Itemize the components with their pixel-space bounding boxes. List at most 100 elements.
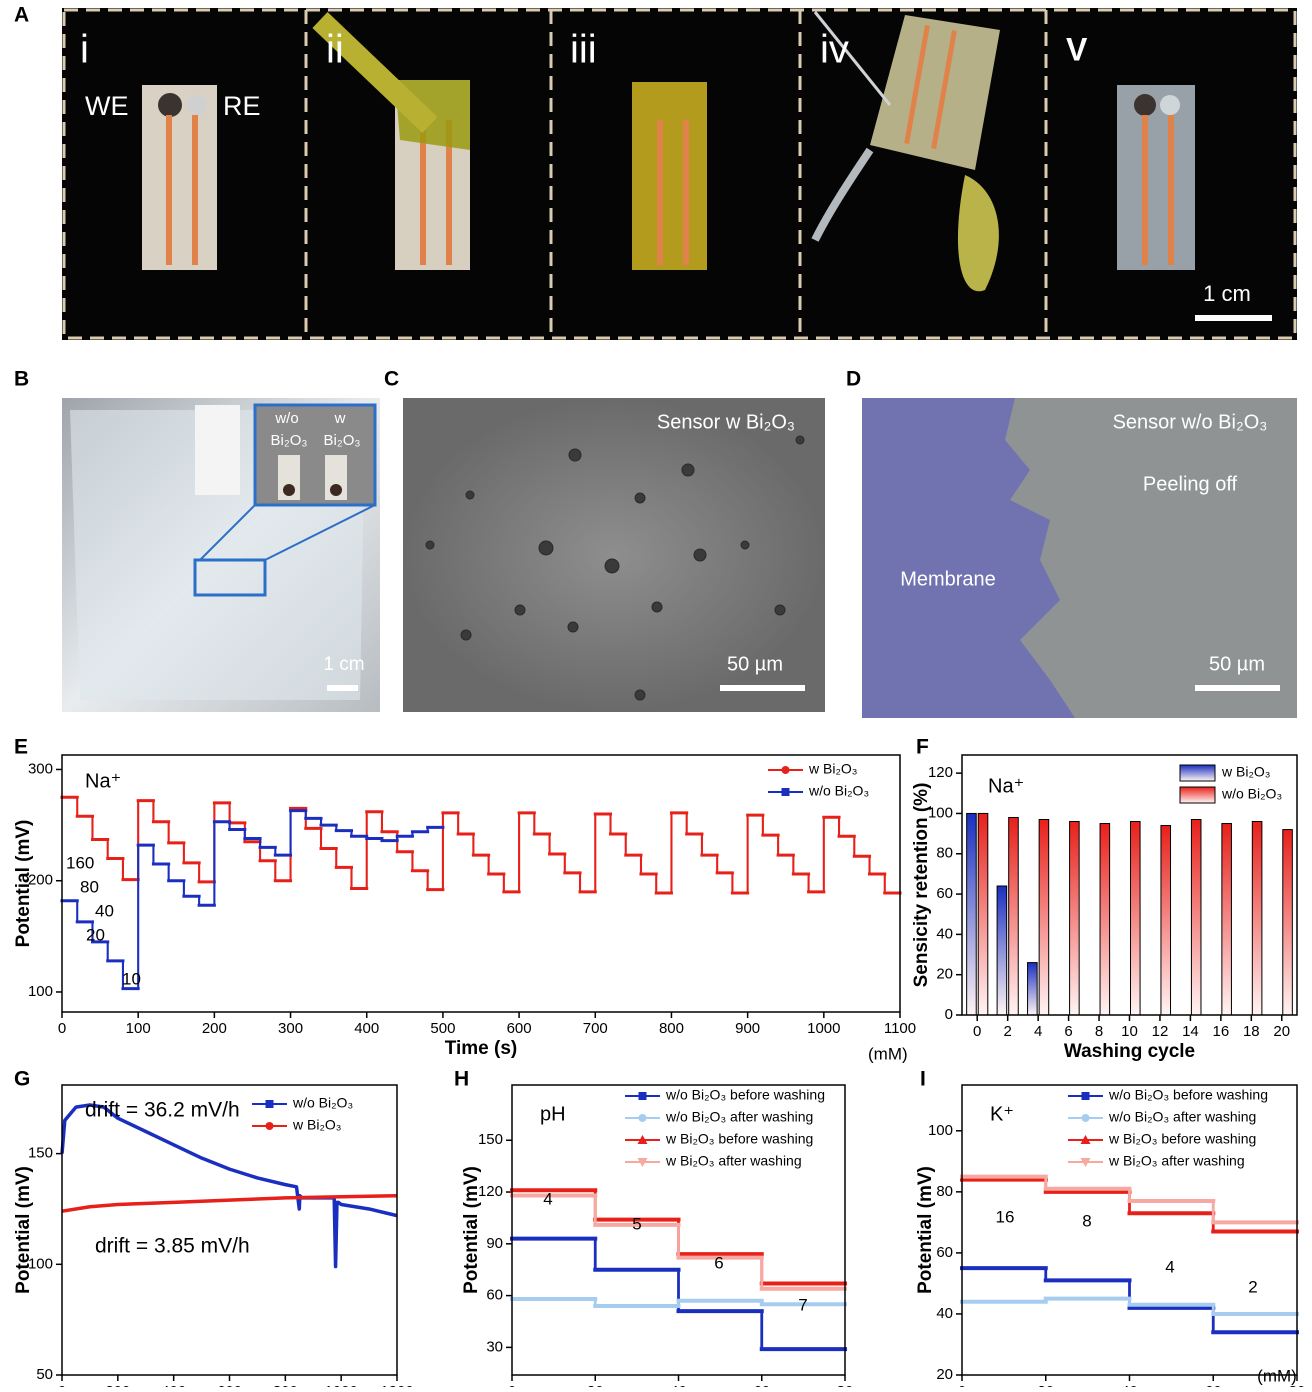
- legend-label: w Bi₂O₃: [292, 1117, 341, 1133]
- annotation: drift = 3.85 mV/h: [95, 1235, 250, 1258]
- y-tick-label: 150: [478, 1131, 503, 1148]
- x-tick-label: 60: [753, 1383, 770, 1387]
- x-tick-label: 300: [278, 1020, 303, 1037]
- y-tick-label: 100: [28, 983, 53, 1000]
- panel-letter: I: [920, 1068, 926, 1091]
- region-label: Peeling off: [1143, 473, 1238, 495]
- panel-d: D Sensor w/o Bi₂O₃ Peeling off Membrane …: [846, 368, 1297, 718]
- annotation: K⁺: [990, 1103, 1014, 1125]
- annotation: 40: [95, 901, 114, 920]
- panel-letter: F: [916, 736, 929, 759]
- y-tick-label: 30: [486, 1338, 503, 1355]
- y-tick-label: 40: [936, 1305, 953, 1322]
- legend-marker: [782, 788, 790, 796]
- y-tick-label: 0: [945, 1006, 953, 1023]
- x-tick-label: 1000: [807, 1020, 840, 1037]
- panel-letter: G: [14, 1068, 30, 1091]
- frame-label: V: [1066, 31, 1088, 67]
- x-tick-label: 800: [659, 1020, 684, 1037]
- x-tick-label: 12: [1152, 1023, 1169, 1040]
- annotation: 10: [122, 969, 141, 988]
- x-tick-label: 40: [670, 1383, 687, 1387]
- frame-label: iii: [570, 28, 597, 72]
- annotation: 6: [714, 1253, 723, 1272]
- x-tick-label: 400: [354, 1020, 379, 1037]
- x-tick-label: 0: [973, 1023, 981, 1040]
- bar: [1161, 826, 1171, 1015]
- legend-label: w Bi₂O₃: [1221, 764, 1270, 780]
- y-tick-label: 50: [36, 1366, 53, 1383]
- x-tick-label: 800: [273, 1383, 298, 1387]
- annotation: 20: [86, 925, 105, 944]
- annotation: 7: [798, 1295, 807, 1314]
- figure: A i ii iii i: [0, 0, 1312, 1387]
- x-tick-label: 10: [1121, 1023, 1138, 1040]
- bar: [1191, 819, 1201, 1015]
- annotation: (mM): [868, 1044, 908, 1063]
- y-axis-label: Sensicity retention (%): [911, 783, 932, 988]
- caption: Sensor w Bi₂O₃: [657, 411, 795, 433]
- plot-frame: [62, 755, 900, 1012]
- y-tick-label: 40: [936, 925, 953, 942]
- x-tick-label: 500: [430, 1020, 455, 1037]
- bar: [1039, 819, 1049, 1015]
- bar: [1009, 817, 1019, 1015]
- panel-letter: A: [14, 4, 29, 27]
- legend-marker: [266, 1100, 274, 1108]
- x-tick-label: 600: [507, 1020, 532, 1037]
- legend-marker: [782, 766, 790, 774]
- legend-marker: [1082, 1114, 1090, 1122]
- legend-label: w/o Bi₂O₃ after washing: [665, 1109, 813, 1125]
- x-tick-label: 1100: [884, 1020, 916, 1037]
- bar: [1283, 830, 1293, 1015]
- inset-label: w: [334, 410, 346, 427]
- scale-label: 50 µm: [1209, 653, 1265, 675]
- frame-label: i: [80, 28, 89, 72]
- legend-label: w Bi₂O₃ after washing: [1108, 1153, 1245, 1169]
- y-tick-label: 20: [936, 966, 953, 983]
- bar: [1222, 824, 1232, 1015]
- legend-label: w/o Bi₂O₃ after washing: [1108, 1109, 1256, 1125]
- x-tick-label: 700: [583, 1020, 608, 1037]
- y-tick-label: 20: [936, 1366, 953, 1383]
- y-tick-label: 60: [936, 885, 953, 902]
- bar: [997, 886, 1007, 1015]
- annotation: 2: [1248, 1277, 1257, 1296]
- panel-b: B w/o Bi₂O₃ w Bi₂O₃ 1 cm: [14, 368, 380, 712]
- scale-label: 50 µm: [727, 653, 783, 675]
- annotation: 16: [996, 1207, 1015, 1226]
- y-tick-label: 300: [28, 760, 53, 777]
- annotation: 160: [66, 853, 94, 872]
- scale-label: 1 cm: [323, 654, 364, 675]
- y-tick-label: 100: [928, 1122, 953, 1139]
- inset-label: Bi₂O₃: [271, 432, 308, 449]
- legend-marker: [1082, 1092, 1090, 1100]
- y-tick-label: 80: [936, 845, 953, 862]
- x-tick-label: 14: [1182, 1023, 1199, 1040]
- y-axis-label: Potential (mV): [915, 1166, 936, 1294]
- legend-label: w Bi₂O₃ before washing: [1108, 1131, 1256, 1147]
- x-tick-label: 100: [126, 1020, 151, 1037]
- x-tick-label: 0: [58, 1383, 66, 1387]
- y-tick-label: 150: [28, 1145, 53, 1162]
- frame-label: ii: [326, 28, 344, 72]
- legend-swatch: [1180, 765, 1215, 781]
- legend-label: w/o Bi₂O₃: [808, 783, 869, 799]
- x-tick-label: 8: [1095, 1023, 1103, 1040]
- inset-label: Bi₂O₃: [324, 432, 361, 449]
- legend-label: w Bi₂O₃ after washing: [665, 1153, 802, 1169]
- x-tick-label: 18: [1243, 1023, 1260, 1040]
- x-tick-label: 200: [105, 1383, 130, 1387]
- x-tick-label: 0: [58, 1020, 66, 1037]
- legend-label: w/o Bi₂O₃ before washing: [665, 1087, 825, 1103]
- y-axis-label: Potential (mV): [13, 1166, 34, 1294]
- annotation: 5: [632, 1214, 641, 1233]
- annotation: pH: [540, 1103, 566, 1125]
- y-tick-label: 120: [928, 764, 953, 781]
- bar: [1131, 822, 1141, 1015]
- y-tick-label: 80: [936, 1183, 953, 1200]
- x-tick-label: 60: [1205, 1383, 1222, 1387]
- y-tick-label: 60: [936, 1244, 953, 1261]
